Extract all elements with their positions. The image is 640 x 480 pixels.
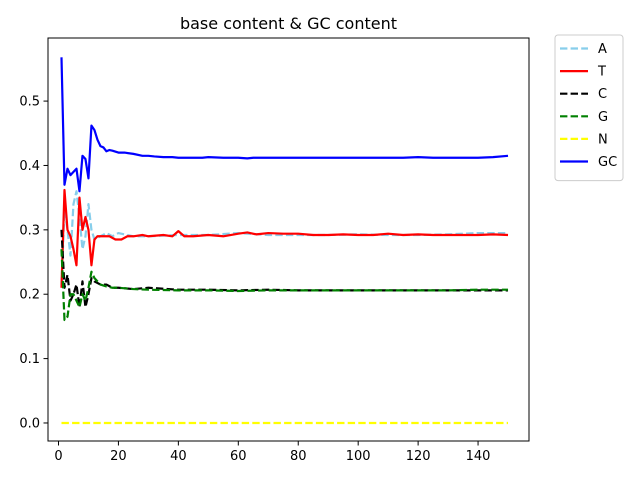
x-tick-label: 100 <box>346 449 371 464</box>
y-tick-label: 0.1 <box>19 352 40 367</box>
y-tick-label: 0.3 <box>19 223 40 238</box>
y-tick-label: 0.4 <box>19 159 40 174</box>
legend-label-c: C <box>598 87 607 102</box>
x-tick-label: 40 <box>170 449 187 464</box>
axes-frame <box>47 37 530 442</box>
chart-title: base content & GC content <box>180 14 397 33</box>
x-tick-label: 120 <box>406 449 431 464</box>
plot-area <box>60 57 509 425</box>
legend-label-t: T <box>597 65 606 80</box>
series-line-gc <box>60 57 509 193</box>
legend-label-a: A <box>598 42 607 57</box>
x-tick-label: 140 <box>466 449 491 464</box>
series-line-g <box>60 249 509 322</box>
axes: 0 20 40 60 80 100 120 140 0.0 0.1 0.2 0.3 0.4 0.5 <box>19 37 530 464</box>
legend-label-n: N <box>598 132 608 147</box>
x-tick-label: 0 <box>54 449 62 464</box>
y-tick-label: 0.0 <box>19 416 40 431</box>
y-tick-label: 0.2 <box>19 288 40 303</box>
series-line-t <box>60 188 509 288</box>
legend-label-gc: GC <box>598 155 617 170</box>
x-tick-label: 60 <box>230 449 247 464</box>
x-tick-label: 80 <box>290 449 307 464</box>
y-tick-label: 0.5 <box>19 95 40 110</box>
legend-label-g: G <box>598 110 608 125</box>
x-tick-label: 20 <box>110 449 127 464</box>
